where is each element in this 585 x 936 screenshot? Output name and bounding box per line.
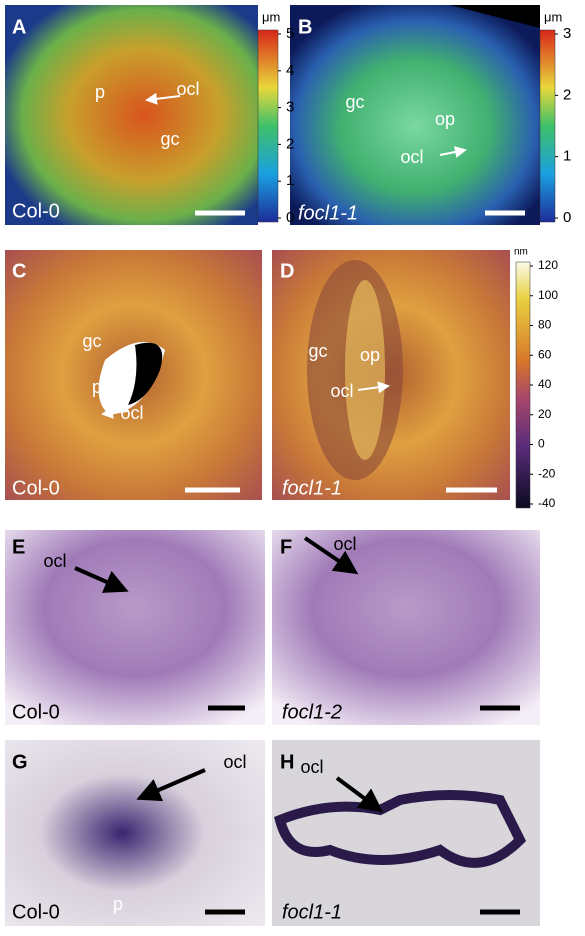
structure-label: p [95,82,105,102]
colorbar-tick-label: -40 [538,496,556,510]
colorbar-tick-label: 3 [563,25,571,42]
panel-letter: C [12,260,26,282]
image-c-shadow [128,342,163,405]
genotype-label: focl1-2 [282,701,342,723]
arrow [101,406,129,419]
colorbar [539,29,556,223]
structure-label: gc [160,129,179,149]
colorbar-tick-label: 80 [538,318,552,332]
colorbar-tick-label: 2 [286,135,294,152]
structure-label: ocl [330,381,353,401]
image-h [272,740,540,926]
panel-letter: H [280,751,294,773]
arrow [74,566,129,593]
colorbar-tick-label: 40 [538,377,552,391]
image-g [5,740,265,926]
panel-letter: A [12,16,26,38]
structure-label: p [92,377,102,397]
structure-label: p [113,894,123,914]
structure-label: ocl [43,551,66,571]
image-a [5,5,258,225]
image-e [5,530,265,725]
colorbar-tick-label: 0 [286,209,294,226]
genotype-label: Col-0 [12,701,60,723]
arrow [303,536,359,575]
genotype-label: focl1-1 [298,202,358,224]
panel-letter: B [298,16,312,38]
colorbar-tick-label: 20 [538,407,552,421]
colorbar-unit: nm [514,247,528,258]
structure-label: ocl [333,534,356,554]
colorbar-tick-label: 120 [538,258,558,272]
colorbar-tick-label: 5 [286,25,294,42]
structure-label: ocl [400,147,423,167]
structure-label: gc [345,92,364,112]
genotype-label: focl1-1 [282,901,342,923]
colorbar-unit: μm [262,9,280,24]
colorbar-tick-label: 0 [538,437,545,451]
panel-letter: F [280,536,292,558]
colorbar-unit: μm [544,9,562,24]
panel-images [5,5,540,926]
colorbar-tick-label: 4 [286,62,294,79]
arrow [136,768,206,802]
image-d-pore [345,280,385,460]
arrow [145,92,181,105]
genotype-label: Col-0 [12,200,60,222]
panel-letter: D [280,260,294,282]
image-f [272,530,540,725]
structure-label: gc [82,331,101,351]
overlay: Ap oclgcCol-0Bgcopoclfocl1-1CgcpoclCol-0D… [12,9,571,923]
genotype-label: focl1-1 [282,477,342,499]
colorbar-tick-label: -20 [538,466,556,480]
arrow [439,146,467,158]
panel-letter: G [12,751,28,773]
structure-label: ocl [120,403,143,423]
image-b [290,5,540,225]
colorbar-tick-label: 1 [563,148,571,165]
colorbar-tick-label: 60 [538,347,552,361]
structure-label: ocl [300,757,323,777]
colorbar-tick-label: 1 [286,172,294,189]
panel-letter: E [12,536,25,558]
structure-label: ocl [223,752,246,772]
arrow [357,381,390,394]
genotype-label: Col-0 [12,901,60,923]
arrow [335,776,384,813]
structure-label: ocl [176,79,199,99]
genotype-label: Col-0 [12,477,60,499]
colorbar [515,261,531,509]
colorbar-tick-label: 100 [538,288,558,302]
colorbar-tick-label: 2 [563,86,571,103]
colorbar-tick-label: 0 [563,209,571,226]
colorbar-tick-label: 3 [286,99,294,116]
colorbar [257,29,279,223]
structure-label: op [360,345,380,365]
structure-label: gc [308,341,327,361]
image-b-shadow [450,5,540,28]
structure-label: op [435,109,455,129]
